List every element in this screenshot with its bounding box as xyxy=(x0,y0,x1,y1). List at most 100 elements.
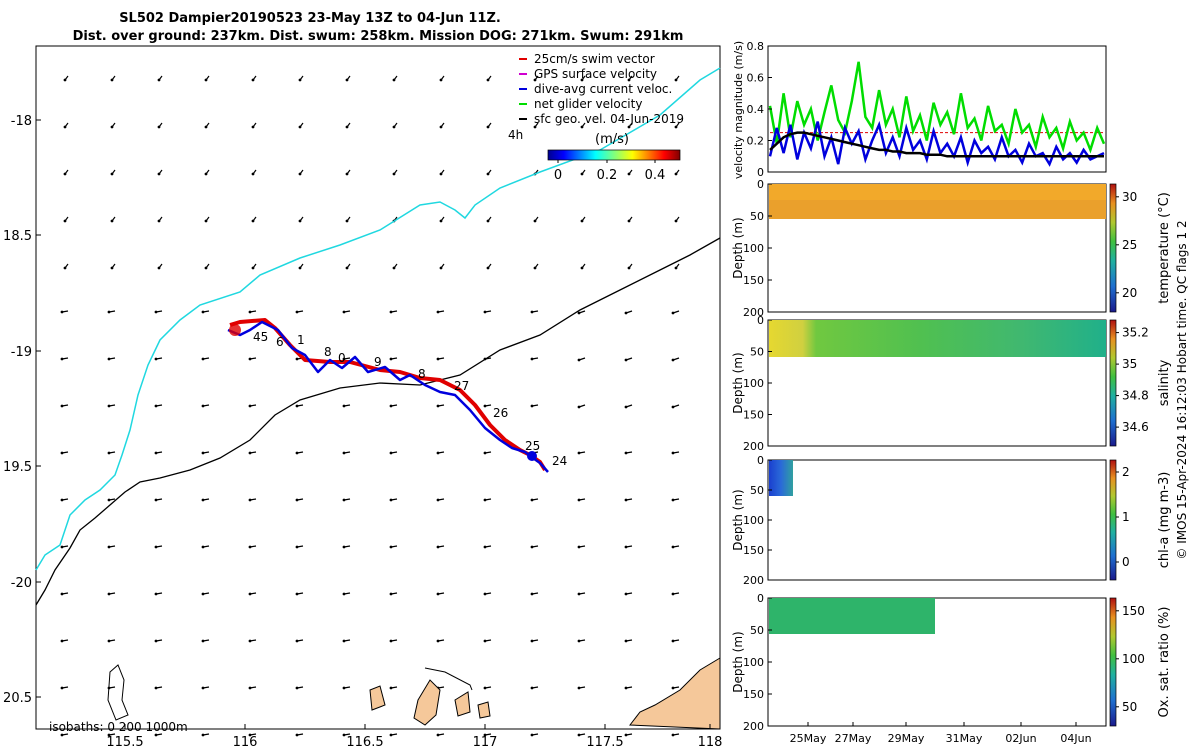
velocity-arrow xyxy=(392,75,398,82)
track-start-cluster xyxy=(229,324,241,336)
velocity-arrow xyxy=(154,498,163,502)
velocity-arrow xyxy=(342,686,351,690)
svg-text:net glider velocity: net glider velocity xyxy=(534,97,642,111)
depth-tick-label: 100 xyxy=(743,656,764,669)
velocity-arrow xyxy=(345,75,351,82)
map-x-tick-label: 117 xyxy=(473,735,498,750)
depth-ylabel: Depth (m) xyxy=(731,217,745,278)
velocity-arrow xyxy=(295,498,304,502)
velocity-arrow xyxy=(107,404,116,408)
velocity-arrow xyxy=(671,592,680,596)
velocity-arrow xyxy=(483,310,492,314)
velocity-arrow xyxy=(389,639,398,643)
velocity-arrow xyxy=(342,404,351,408)
velocity-arrow xyxy=(530,357,539,361)
velocity-arrow xyxy=(436,592,445,596)
velocity-arrow xyxy=(201,310,210,314)
velocity-arrow xyxy=(248,404,257,408)
velocity-arrow xyxy=(298,122,304,129)
velocity-arrow xyxy=(624,545,633,549)
velocity-arrow xyxy=(436,545,445,549)
velocity-arrow xyxy=(110,263,116,270)
velocity-arrow xyxy=(486,75,492,82)
velocity-arrow xyxy=(533,216,539,223)
velocity-arrow xyxy=(248,498,257,502)
land-mainland xyxy=(629,657,721,730)
depth-ylabel: Depth (m) xyxy=(731,352,745,413)
land-island-2 xyxy=(454,691,471,717)
velocity-arrow xyxy=(157,263,163,270)
velocity-arrow xyxy=(577,545,586,549)
side-credit: © IMOS 15-Apr-2024 16:12:03 Hobart time.… xyxy=(1175,220,1189,559)
velocity-arrow xyxy=(530,310,539,314)
depth-tick-label: 150 xyxy=(743,274,764,287)
velocity-arrow xyxy=(154,639,163,643)
track-label: 24 xyxy=(552,454,567,468)
velocity-arrow xyxy=(577,639,586,643)
track-label: 1 xyxy=(297,333,305,347)
velocity-arrow xyxy=(436,310,445,314)
velocity-arrow xyxy=(577,451,586,455)
velocity-arrow xyxy=(483,639,492,643)
velocity-arrow xyxy=(627,169,633,176)
velocity-arrow xyxy=(436,451,445,455)
velocity-arrow xyxy=(624,733,633,737)
velocity-arrow xyxy=(345,216,351,223)
velocity-arrow xyxy=(248,357,257,361)
velocity-arrow xyxy=(439,75,445,82)
map-x-tick-label: 115.5 xyxy=(106,735,143,750)
velocity-arrow xyxy=(107,451,116,455)
title-line-2: Dist. over ground: 237km. Dist. swum: 25… xyxy=(73,29,684,44)
colorbar-tick-label: 35.2 xyxy=(1122,326,1149,340)
velocity-arrow xyxy=(154,686,163,690)
legend-entry: sfc geo. vel. 04-Jun-2019 xyxy=(519,112,684,126)
velocity-arrow xyxy=(483,733,492,737)
chla-field xyxy=(769,460,793,496)
map-y-tick-label: 18.5 xyxy=(3,229,32,244)
map-x-tick-label: 118 xyxy=(698,735,723,750)
velocity-arrow xyxy=(60,451,69,455)
velocity-arrow xyxy=(674,122,680,129)
map-y-tick-label: 20.5 xyxy=(3,691,32,706)
velocity-arrow xyxy=(201,357,210,361)
velocity-arrow xyxy=(154,404,163,408)
velocity-arrow xyxy=(60,639,69,643)
velocity-arrow xyxy=(624,498,633,502)
velocity-y-tick-label: 0 xyxy=(757,166,764,179)
velocity-arrow xyxy=(530,545,539,549)
colorbar-title: (m/s) xyxy=(595,132,629,147)
velocity-y-tick-label: 0.2 xyxy=(747,135,765,148)
time-axis: 25May 27May 29May 31May 02Jun 04Jun xyxy=(790,722,1092,745)
velocity-arrow xyxy=(107,498,116,502)
isobath-label: isobaths: 0 200 1000m xyxy=(49,720,188,734)
velocity-arrow xyxy=(107,733,116,737)
time-label: 4h xyxy=(508,128,523,142)
velocity-arrow xyxy=(154,592,163,596)
velocity-arrow xyxy=(483,404,492,408)
velocity-arrow xyxy=(436,404,445,408)
velocity-arrow xyxy=(577,357,586,362)
velocity-arrow xyxy=(345,169,351,176)
velocity-arrow xyxy=(342,498,351,502)
velocity-arrow xyxy=(154,357,163,361)
velocity-arrow xyxy=(204,122,210,129)
track-label: 8 xyxy=(418,367,426,381)
velocity-arrow xyxy=(204,169,210,176)
velocity-arrow xyxy=(107,545,116,549)
velocity-arrow xyxy=(110,169,116,176)
velocity-arrow xyxy=(436,733,445,737)
panel-colorbar xyxy=(1109,319,1117,447)
velocity-arrow xyxy=(530,498,539,502)
legend-entry: GPS surface velocity xyxy=(519,67,657,81)
velocity-arrow xyxy=(342,733,351,737)
velocity-arrow xyxy=(63,169,69,176)
velocity-arrow xyxy=(671,404,680,409)
velocity-arrow xyxy=(483,686,492,690)
velocity-arrow xyxy=(389,592,398,596)
track-label: 0 xyxy=(338,351,346,365)
depth-tick-label: 200 xyxy=(743,720,764,733)
depth-tick-label: 0 xyxy=(757,314,764,327)
depth-panel-axes: 0 50 100 150 200 Depth (m) 20 25 30 temperature (… xyxy=(731,178,1172,319)
